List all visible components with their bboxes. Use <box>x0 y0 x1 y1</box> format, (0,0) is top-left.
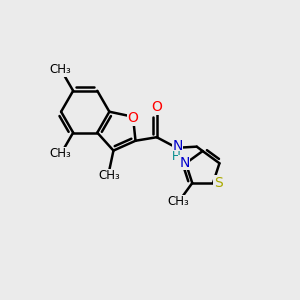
Text: CH₃: CH₃ <box>50 63 71 76</box>
Text: N: N <box>172 139 183 153</box>
Text: CH₃: CH₃ <box>167 195 189 208</box>
Text: N: N <box>179 156 190 170</box>
Text: O: O <box>128 111 138 125</box>
Text: O: O <box>151 100 162 114</box>
Text: H: H <box>172 150 181 163</box>
Text: S: S <box>214 176 223 190</box>
Text: CH₃: CH₃ <box>99 169 120 182</box>
Text: CH₃: CH₃ <box>50 147 71 160</box>
